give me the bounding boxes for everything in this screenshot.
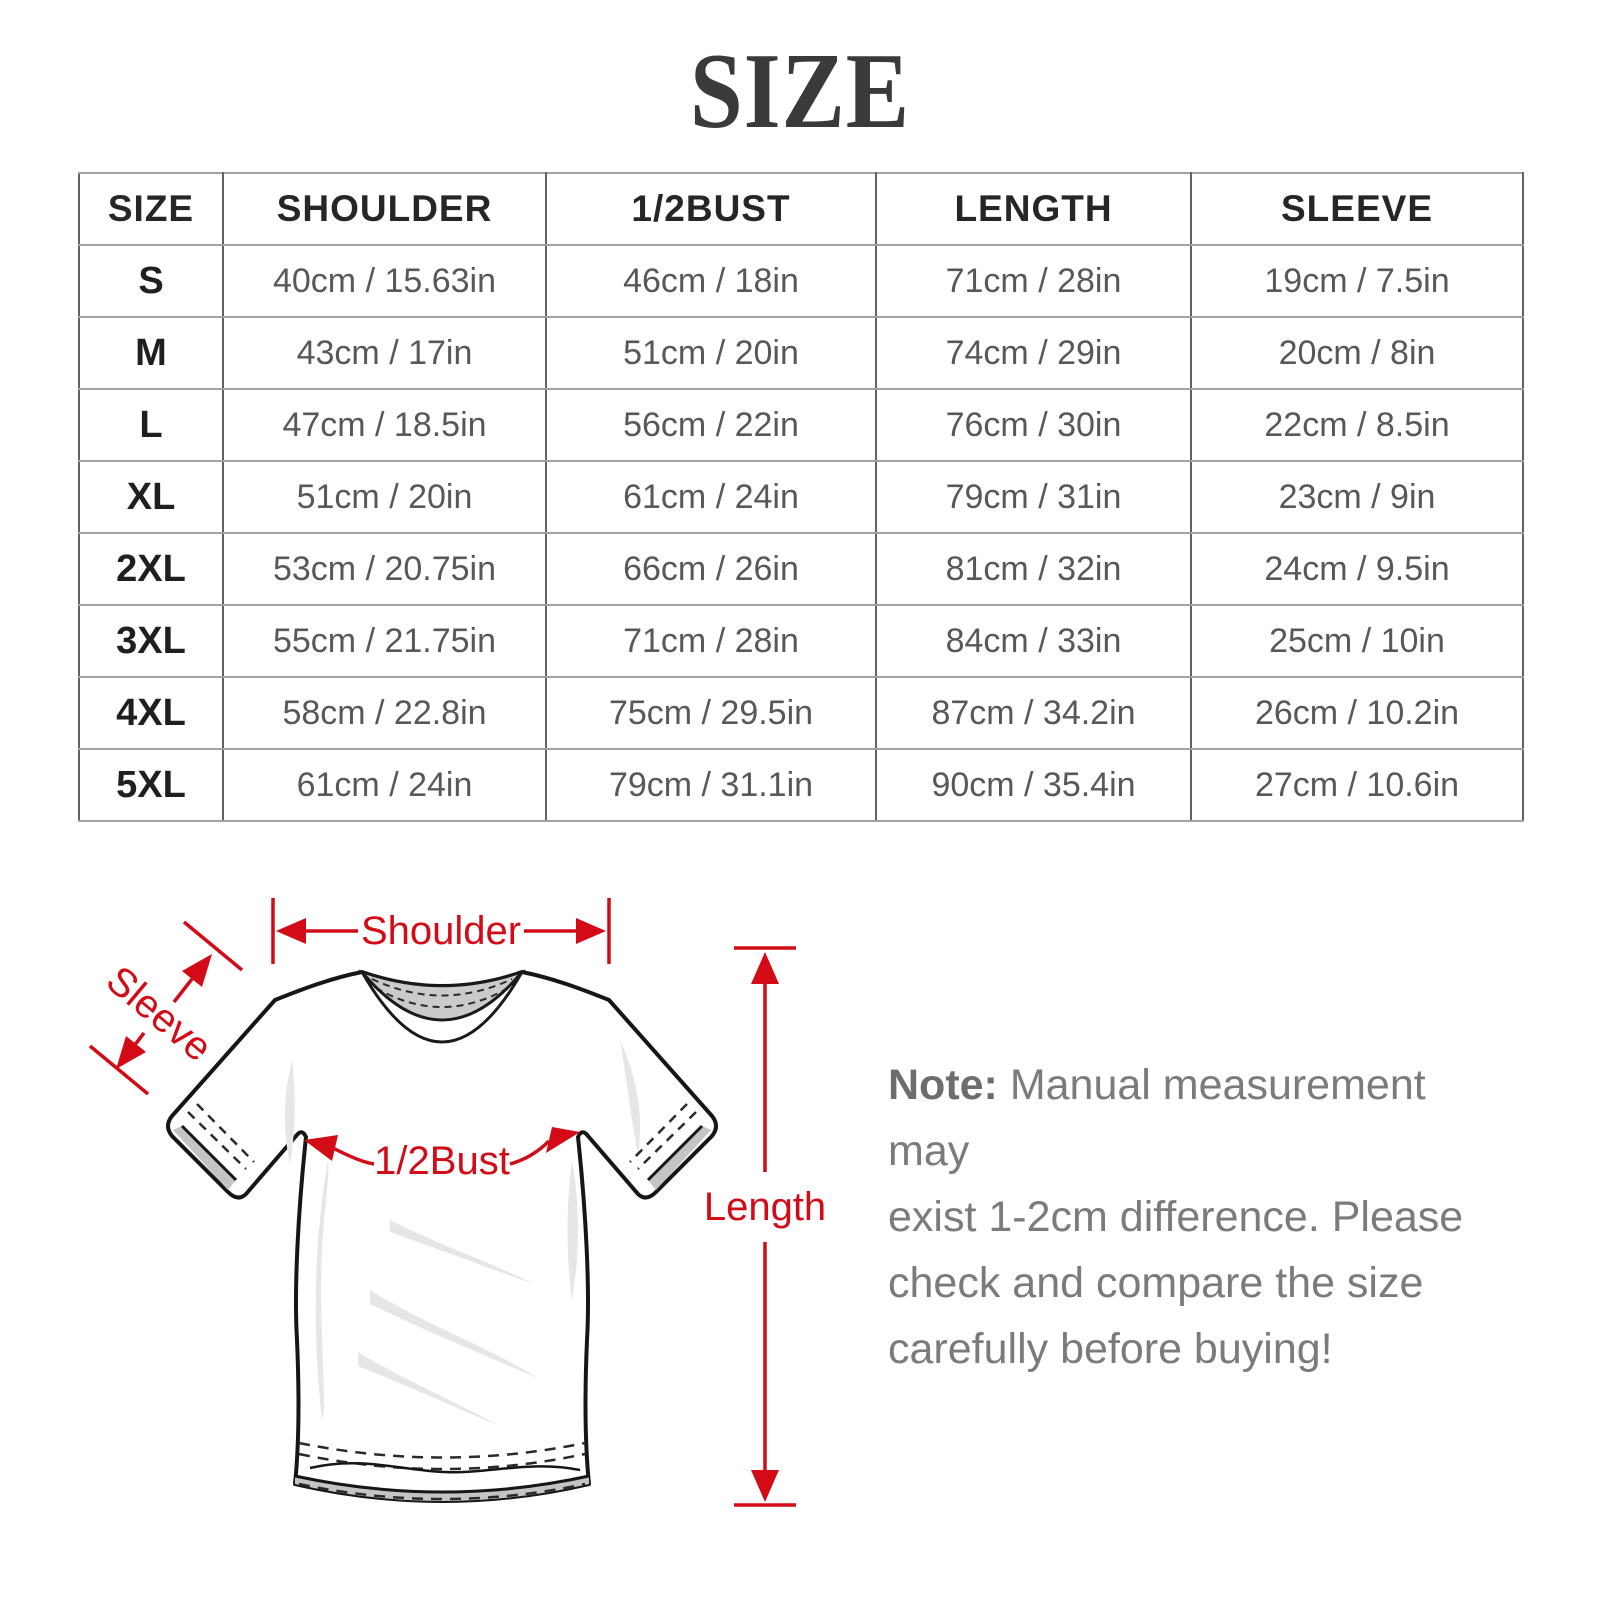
sleeve-arrow	[88, 920, 244, 1096]
sleeve-value: 25cm / 10in	[1190, 604, 1524, 678]
length-value: 71cm / 28in	[875, 244, 1192, 318]
shoulder-value: 53cm / 20.75in	[222, 532, 547, 606]
left-cuff-icon	[173, 1103, 255, 1190]
length-arrow	[734, 946, 796, 1507]
table-row: 2XL 53cm / 20.75in 66cm / 26in 81cm / 32…	[78, 532, 1524, 606]
bust-value: 51cm / 20in	[545, 316, 877, 390]
page-title: SIZE	[689, 32, 911, 151]
measurement-annotations	[88, 898, 796, 1507]
shoulder-arrow	[271, 898, 611, 964]
measurement-note: Note: Manual measurement may exist 1-2cm…	[888, 1052, 1508, 1382]
length-value: 74cm / 29in	[875, 316, 1192, 390]
length-value: 81cm / 32in	[875, 532, 1192, 606]
bust-arrow	[304, 1127, 580, 1166]
shoulder-value: 47cm / 18.5in	[222, 388, 547, 462]
bust-value: 79cm / 31.1in	[545, 748, 877, 822]
header-shoulder: SHOULDER	[222, 172, 547, 246]
sleeve-value: 27cm / 10.6in	[1190, 748, 1524, 822]
length-value: 87cm / 34.2in	[875, 676, 1192, 750]
header-size: SIZE	[78, 172, 224, 246]
note-line: check and compare the size	[888, 1259, 1424, 1307]
note-label: Note:	[888, 1061, 998, 1109]
shoulder-value: 40cm / 15.63in	[222, 244, 547, 318]
sleeve-value: 22cm / 8.5in	[1190, 388, 1524, 462]
table-row: 5XL 61cm / 24in 79cm / 31.1in 90cm / 35.…	[78, 748, 1524, 822]
sleeve-value: 23cm / 9in	[1190, 460, 1524, 534]
bust-value: 46cm / 18in	[545, 244, 877, 318]
table-row: 4XL 58cm / 22.8in 75cm / 29.5in 87cm / 3…	[78, 676, 1524, 750]
shoulder-label: Shoulder	[361, 909, 521, 953]
hem-icon	[294, 1441, 590, 1501]
size-label: S	[78, 244, 224, 318]
shoulder-value: 43cm / 17in	[222, 316, 547, 390]
shoulder-value: 61cm / 24in	[222, 748, 547, 822]
note-line: carefully before buying!	[888, 1325, 1333, 1373]
length-value: 79cm / 31in	[875, 460, 1192, 534]
table-row: M 43cm / 17in 51cm / 20in 74cm / 29in 20…	[78, 316, 1524, 390]
shoulder-value: 55cm / 21.75in	[222, 604, 547, 678]
header-sleeve: SLEEVE	[1190, 172, 1524, 246]
length-value: 84cm / 33in	[875, 604, 1192, 678]
shoulder-value: 51cm / 20in	[222, 460, 547, 534]
length-label: Length	[704, 1185, 826, 1229]
size-label: XL	[78, 460, 224, 534]
size-label: 5XL	[78, 748, 224, 822]
header-length: LENGTH	[875, 172, 1192, 246]
size-label: 3XL	[78, 604, 224, 678]
table-row: 3XL 55cm / 21.75in 71cm / 28in 84cm / 33…	[78, 604, 1524, 678]
right-cuff-icon	[629, 1103, 711, 1190]
length-value: 90cm / 35.4in	[875, 748, 1192, 822]
sleeve-value: 24cm / 9.5in	[1190, 532, 1524, 606]
bust-value: 56cm / 22in	[545, 388, 877, 462]
size-label: M	[78, 316, 224, 390]
note-text: Manual measurement may	[888, 1061, 1426, 1175]
bust-value: 61cm / 24in	[545, 460, 877, 534]
tshirt-outline-icon	[166, 969, 718, 1503]
tshirt-measurement-diagram: Shoulder Sleeve 1/2Bust Length	[60, 860, 860, 1560]
table-row: S 40cm / 15.63in 46cm / 18in 71cm / 28in…	[78, 244, 1524, 318]
table-row: XL 51cm / 20in 61cm / 24in 79cm / 31in 2…	[78, 460, 1524, 534]
sleeve-value: 26cm / 10.2in	[1190, 676, 1524, 750]
table-header-row: SIZE SHOULDER 1/2BUST LENGTH SLEEVE	[78, 172, 1524, 246]
length-value: 76cm / 30in	[875, 388, 1192, 462]
size-label: L	[78, 388, 224, 462]
shoulder-value: 58cm / 22.8in	[222, 676, 547, 750]
sleeve-value: 19cm / 7.5in	[1190, 244, 1524, 318]
bust-value: 71cm / 28in	[545, 604, 877, 678]
note-line: exist 1-2cm difference. Please	[888, 1193, 1464, 1241]
bust-label: 1/2Bust	[374, 1139, 510, 1183]
bust-value: 75cm / 29.5in	[545, 676, 877, 750]
table-row: L 47cm / 18.5in 56cm / 22in 76cm / 30in …	[78, 388, 1524, 462]
bust-value: 66cm / 26in	[545, 532, 877, 606]
wrinkle-shading	[284, 1040, 640, 1426]
sleeve-value: 20cm / 8in	[1190, 316, 1524, 390]
collar-icon	[358, 969, 526, 1044]
size-label: 4XL	[78, 676, 224, 750]
note-line: Note: Manual measurement may	[888, 1052, 1508, 1184]
tshirt-diagram-icon: Shoulder Sleeve 1/2Bust Length	[88, 898, 826, 1507]
size-chart-table: SIZE SHOULDER 1/2BUST LENGTH SLEEVE S 40…	[78, 172, 1524, 822]
header-bust: 1/2BUST	[545, 172, 877, 246]
size-label: 2XL	[78, 532, 224, 606]
